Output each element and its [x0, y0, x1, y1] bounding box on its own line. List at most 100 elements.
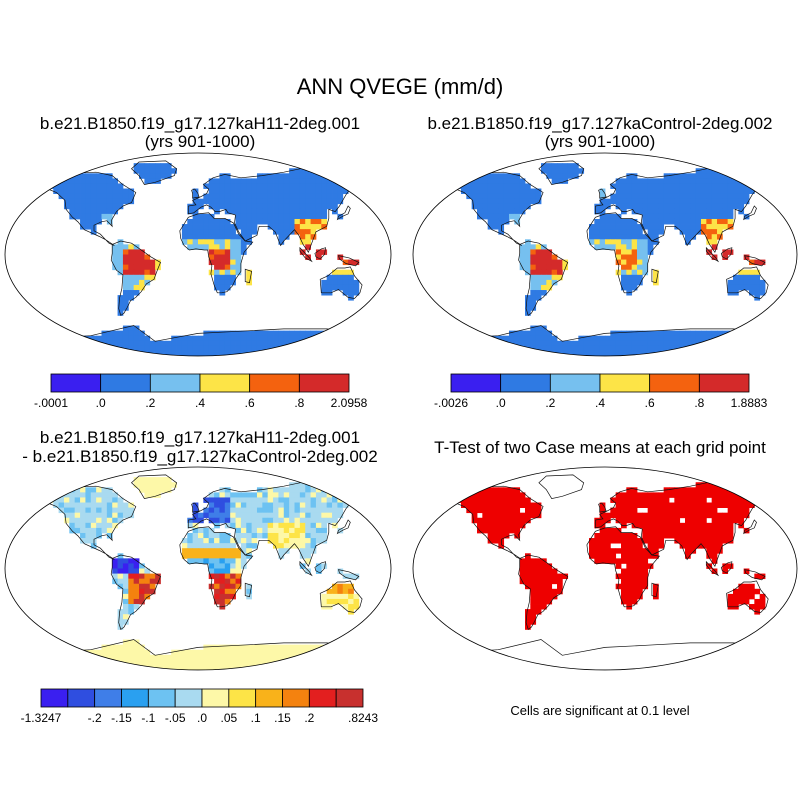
coastline-sumatra [299, 560, 313, 577]
colorbar-difference-tick-4: -.1 [141, 711, 155, 725]
coastline-madagascar [651, 582, 659, 598]
coastline-borneo [720, 247, 733, 260]
coastline-greenland [538, 160, 585, 185]
map-panel-3 [4, 466, 392, 671]
coastline-eurasia [187, 481, 391, 567]
coastline-australia [726, 580, 769, 613]
colorbar-difference-swatch-8 [255, 688, 283, 708]
colorbar-difference-tick-3: -.15 [111, 711, 132, 725]
coastline-newguinea [744, 255, 766, 267]
coastlines [413, 474, 797, 670]
colorbar-case1: -.0001 .0 .2 .4 .6 .8 2.0958 [34, 373, 368, 410]
colorbar-case1-tick-0: -.0001 [34, 396, 68, 410]
coastline-newguinea [337, 255, 360, 267]
colorbar-case1-swatch-3 [199, 373, 251, 393]
colorbar-difference-tick-9: .15 [274, 711, 291, 725]
map-border [4, 466, 392, 671]
colorbar-case2-tick-1: .0 [496, 396, 506, 410]
figure-title: ANN QVEGE (mm/d) [296, 74, 504, 99]
colorbar-case1-tick-3: .4 [195, 396, 205, 410]
colorbar-difference-swatch-10 [308, 688, 337, 708]
coastline-samerica [110, 554, 161, 630]
panel-2-title: b.e21.B1850.f19_g17.127kaControl-2deg.00… [427, 114, 773, 133]
colorbar-case2-swatch-2 [549, 373, 601, 393]
coastline-antarctica [413, 325, 797, 356]
panel-4-title: T-Test of two Case means at each grid po… [434, 438, 766, 457]
colorbar-difference-swatch-7 [228, 688, 257, 708]
coastline-borneo [314, 561, 327, 574]
coastline-samerica [518, 240, 569, 316]
map-border [4, 152, 392, 357]
coastline-uk [191, 502, 200, 513]
panel-3-subtitle: - b.e21.B1850.f19_g17.127kaControl-2deg.… [22, 447, 378, 466]
coastline-japan [336, 205, 351, 221]
colorbar-difference-swatch-4 [147, 688, 176, 708]
colorbar-case2-swatch-0 [450, 373, 502, 393]
colorbar-case2-swatch-4 [649, 373, 700, 393]
colorbar-case2: -.0026 .0 .2 .4 .6 .8 1.8883 [434, 373, 768, 410]
map-panel-2 [412, 152, 798, 357]
coastline-namerica [428, 171, 544, 246]
coastline-africa [179, 526, 254, 608]
colorbar-case2-tick-3: .4 [595, 396, 605, 410]
coastline-namerica [428, 485, 544, 560]
colorbar-case2-tick-4: .6 [645, 396, 655, 410]
colorbar-difference-swatch-0 [40, 688, 69, 708]
coastline-namerica [20, 171, 137, 246]
coastline-newguinea [337, 569, 360, 581]
colorbar-difference-swatch-2 [94, 688, 122, 708]
coastline-samerica [110, 240, 161, 316]
coastline-borneo [720, 561, 733, 574]
colorbar-difference-tick-12: .8243 [348, 711, 378, 725]
coastlines [413, 160, 797, 356]
coastline-uk [598, 188, 607, 199]
coastline-eurasia [187, 167, 391, 253]
coastline-nz [782, 606, 796, 621]
colorbar-difference-swatch-9 [282, 688, 310, 708]
colorbar-case1-swatch-5 [298, 373, 350, 393]
coastline-sumatra [299, 246, 313, 263]
colorbar-case1-swatch-4 [249, 373, 300, 393]
colorbar-difference: -1.3247 -.2 -.15 -.1 -.05 .0 .05 .1 .15 .2 .8243 [21, 688, 378, 725]
coastline-antarctica [5, 325, 391, 356]
coastline-madagascar [244, 582, 252, 598]
significance-note: Cells are significant at 0.1 level [510, 703, 690, 718]
colorbar-case1-tick-6: 2.0958 [331, 396, 368, 410]
panel-3-title: b.e21.B1850.f19_g17.127kaH11-2deg.001 [39, 428, 361, 447]
colorbar-case2-swatch-5 [698, 373, 750, 393]
colorbar-case1-tick-5: .8 [294, 396, 304, 410]
coastline-nz [376, 292, 390, 307]
colorbar-difference-tick-6: .0 [197, 711, 207, 725]
colorbar-difference-swatch-5 [174, 688, 203, 708]
colorbar-case1-swatch-1 [100, 373, 151, 393]
colorbar-difference-tick-5: -.05 [165, 711, 186, 725]
colorbar-difference-swatch-11 [335, 688, 364, 708]
coastline-antarctica [5, 639, 391, 670]
colorbar-difference-tick-8: .1 [251, 711, 261, 725]
colorbar-case1-tick-4: .6 [245, 396, 255, 410]
colorbar-case2-tick-5: .8 [694, 396, 704, 410]
coastline-madagascar [244, 268, 252, 284]
colorbar-case2-tick-6: 1.8883 [731, 396, 768, 410]
coastlines [5, 160, 391, 356]
coastline-australia [319, 580, 363, 613]
coastline-australia [319, 266, 363, 299]
coastline-nz [782, 292, 796, 307]
coastline-antarctica [413, 639, 797, 670]
colorbar-case1-tick-2: .2 [145, 396, 155, 410]
map-panel-1 [4, 152, 392, 357]
colorbar-difference-swatch-1 [67, 688, 96, 708]
coastline-greenland [130, 474, 178, 499]
coastline-africa [586, 526, 661, 608]
colorbar-case1-tick-1: .0 [96, 396, 106, 410]
map-panel-4 [412, 466, 798, 671]
colorbar-difference-tick-10: .2 [304, 711, 314, 725]
coastline-greenland [130, 160, 178, 185]
coastline-samerica [518, 554, 569, 630]
colorbar-case1-swatch-0 [50, 373, 102, 393]
coastline-japan [743, 519, 757, 535]
colorbar-difference-swatch-3 [121, 688, 149, 708]
panel-1-subtitle: (yrs 901-1000) [144, 132, 256, 151]
coastline-eurasia [595, 481, 797, 567]
